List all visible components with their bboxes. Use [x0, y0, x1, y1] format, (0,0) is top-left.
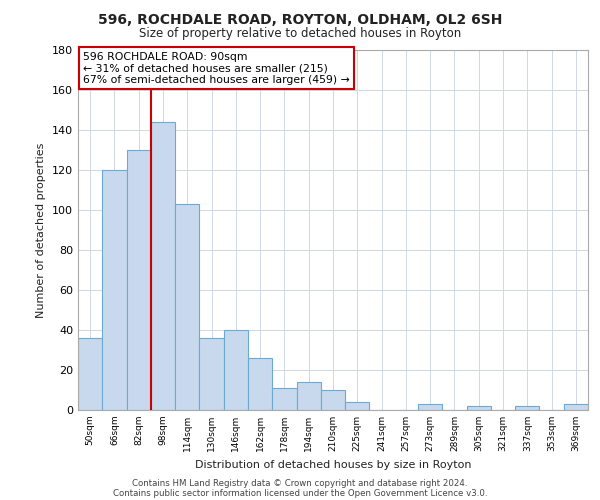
Bar: [345, 402, 370, 410]
Y-axis label: Number of detached properties: Number of detached properties: [37, 142, 46, 318]
Bar: [272, 388, 296, 410]
Bar: [467, 406, 491, 410]
Bar: [321, 390, 345, 410]
Bar: [102, 170, 127, 410]
Bar: [564, 404, 588, 410]
Bar: [175, 204, 199, 410]
Bar: [515, 406, 539, 410]
Bar: [151, 122, 175, 410]
Bar: [127, 150, 151, 410]
Text: Contains public sector information licensed under the Open Government Licence v3: Contains public sector information licen…: [113, 488, 487, 498]
Text: Size of property relative to detached houses in Royton: Size of property relative to detached ho…: [139, 28, 461, 40]
X-axis label: Distribution of detached houses by size in Royton: Distribution of detached houses by size …: [195, 460, 471, 469]
Bar: [199, 338, 224, 410]
Bar: [248, 358, 272, 410]
Text: 596 ROCHDALE ROAD: 90sqm
← 31% of detached houses are smaller (215)
67% of semi-: 596 ROCHDALE ROAD: 90sqm ← 31% of detach…: [83, 52, 350, 85]
Text: 596, ROCHDALE ROAD, ROYTON, OLDHAM, OL2 6SH: 596, ROCHDALE ROAD, ROYTON, OLDHAM, OL2 …: [98, 12, 502, 26]
Bar: [224, 330, 248, 410]
Bar: [78, 338, 102, 410]
Text: Contains HM Land Registry data © Crown copyright and database right 2024.: Contains HM Land Registry data © Crown c…: [132, 478, 468, 488]
Bar: [418, 404, 442, 410]
Bar: [296, 382, 321, 410]
